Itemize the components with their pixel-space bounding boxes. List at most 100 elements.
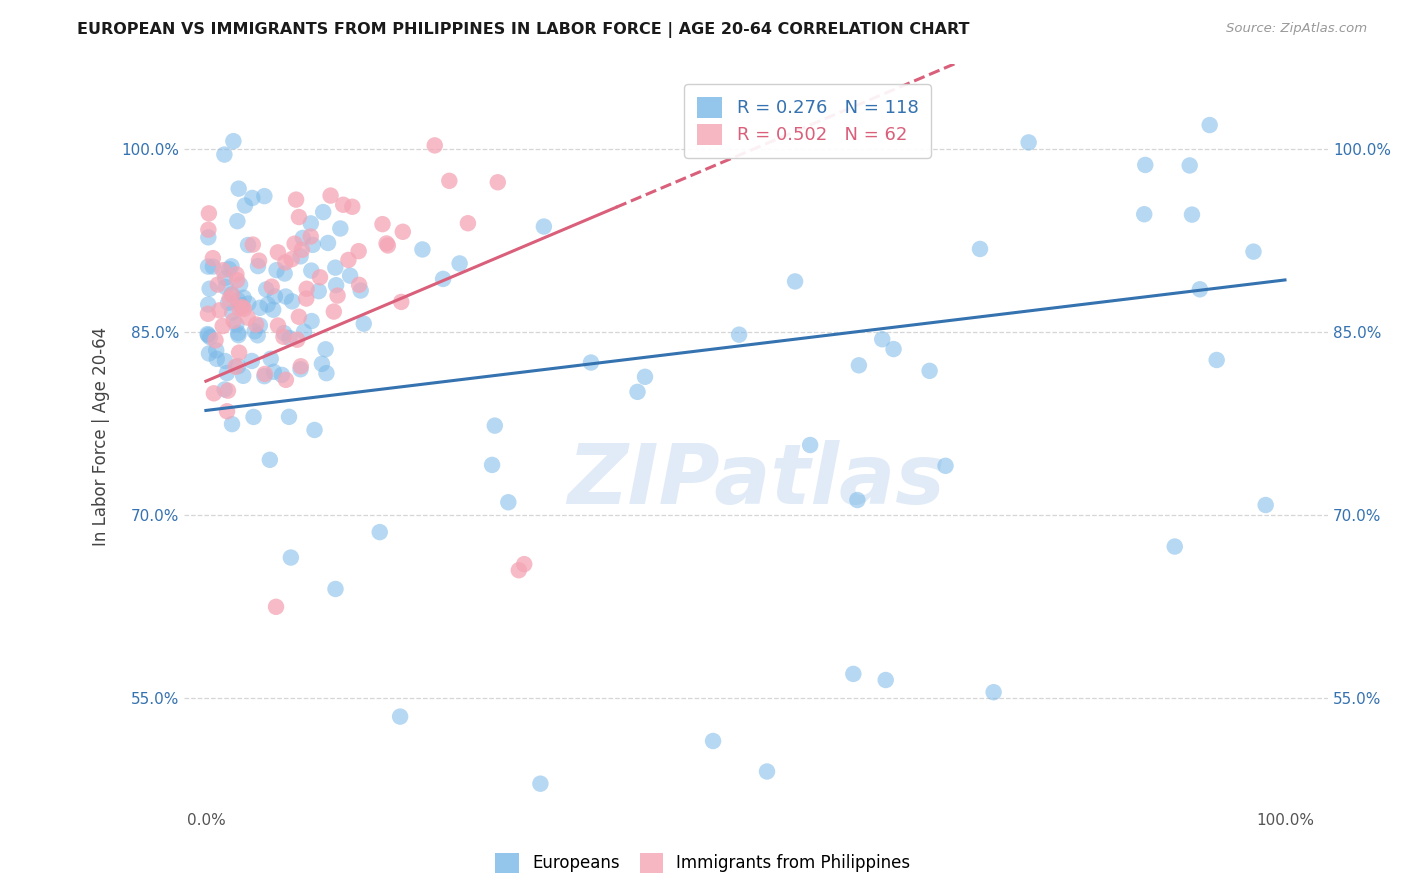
Point xyxy=(322,304,344,318)
Point xyxy=(247,253,270,268)
Point xyxy=(201,251,224,265)
Point xyxy=(301,314,323,328)
Point xyxy=(1164,540,1187,554)
Point xyxy=(304,423,326,437)
Point xyxy=(498,495,520,509)
Point xyxy=(274,255,297,269)
Point xyxy=(263,365,285,379)
Point xyxy=(291,243,314,257)
Point xyxy=(368,525,391,540)
Point xyxy=(332,198,354,212)
Point xyxy=(323,260,346,275)
Point xyxy=(1181,208,1204,222)
Point xyxy=(325,278,347,293)
Point xyxy=(240,191,263,205)
Point xyxy=(579,355,602,369)
Point xyxy=(228,345,250,359)
Point xyxy=(215,366,238,380)
Point xyxy=(198,346,221,360)
Legend: Europeans, Immigrants from Philippines: Europeans, Immigrants from Philippines xyxy=(489,847,917,880)
Point xyxy=(1254,498,1277,512)
Point xyxy=(238,296,260,310)
Point xyxy=(262,302,284,317)
Point xyxy=(218,262,240,277)
Point xyxy=(245,318,267,332)
Point xyxy=(846,493,869,508)
Point xyxy=(439,174,461,188)
Point xyxy=(329,221,352,235)
Point xyxy=(229,298,252,312)
Point xyxy=(253,367,276,381)
Point xyxy=(207,277,229,292)
Point xyxy=(254,282,277,296)
Point xyxy=(205,351,228,366)
Point xyxy=(377,238,399,252)
Point xyxy=(1188,282,1211,296)
Point xyxy=(260,279,283,293)
Point xyxy=(290,249,312,263)
Point xyxy=(214,354,236,368)
Point xyxy=(271,368,294,382)
Point xyxy=(486,175,509,189)
Point xyxy=(197,328,219,343)
Point xyxy=(225,359,247,374)
Point xyxy=(205,343,228,358)
Point xyxy=(1018,136,1040,150)
Point xyxy=(198,330,221,344)
Point xyxy=(197,326,219,341)
Point xyxy=(292,325,315,339)
Point xyxy=(242,409,264,424)
Point xyxy=(222,314,245,328)
Point xyxy=(918,364,941,378)
Point xyxy=(308,284,330,298)
Point xyxy=(228,182,250,196)
Point xyxy=(533,219,555,234)
Point xyxy=(290,362,312,376)
Point xyxy=(342,200,364,214)
Point xyxy=(411,243,433,257)
Point xyxy=(702,734,724,748)
Point xyxy=(280,550,302,565)
Point xyxy=(288,210,311,224)
Point xyxy=(371,217,394,231)
Point xyxy=(799,438,821,452)
Point xyxy=(214,383,236,397)
Text: Source: ZipAtlas.com: Source: ZipAtlas.com xyxy=(1226,22,1367,36)
Point xyxy=(253,369,276,384)
Point xyxy=(249,301,271,315)
Point xyxy=(281,294,304,309)
Point xyxy=(634,369,657,384)
Point xyxy=(249,318,271,333)
Point xyxy=(266,263,288,277)
Point xyxy=(626,384,648,399)
Point xyxy=(197,260,219,274)
Point xyxy=(217,384,239,398)
Point xyxy=(246,259,269,273)
Point xyxy=(934,458,956,473)
Point xyxy=(225,318,247,332)
Point xyxy=(274,373,297,387)
Point xyxy=(391,225,413,239)
Point xyxy=(299,263,322,277)
Point xyxy=(214,147,236,161)
Point xyxy=(883,342,905,356)
Point xyxy=(983,685,1005,699)
Point xyxy=(326,288,349,302)
Point xyxy=(246,328,269,343)
Point xyxy=(484,418,506,433)
Point xyxy=(432,272,454,286)
Point xyxy=(236,238,259,252)
Point xyxy=(208,303,231,318)
Point xyxy=(423,138,446,153)
Point xyxy=(253,189,276,203)
Point xyxy=(278,409,301,424)
Point xyxy=(311,357,333,371)
Point xyxy=(347,244,370,259)
Point xyxy=(1135,158,1157,172)
Point xyxy=(301,237,323,252)
Text: ZIPatlas: ZIPatlas xyxy=(567,441,945,521)
Point xyxy=(513,557,536,571)
Point xyxy=(389,709,412,723)
Point xyxy=(350,284,373,298)
Point xyxy=(319,188,342,202)
